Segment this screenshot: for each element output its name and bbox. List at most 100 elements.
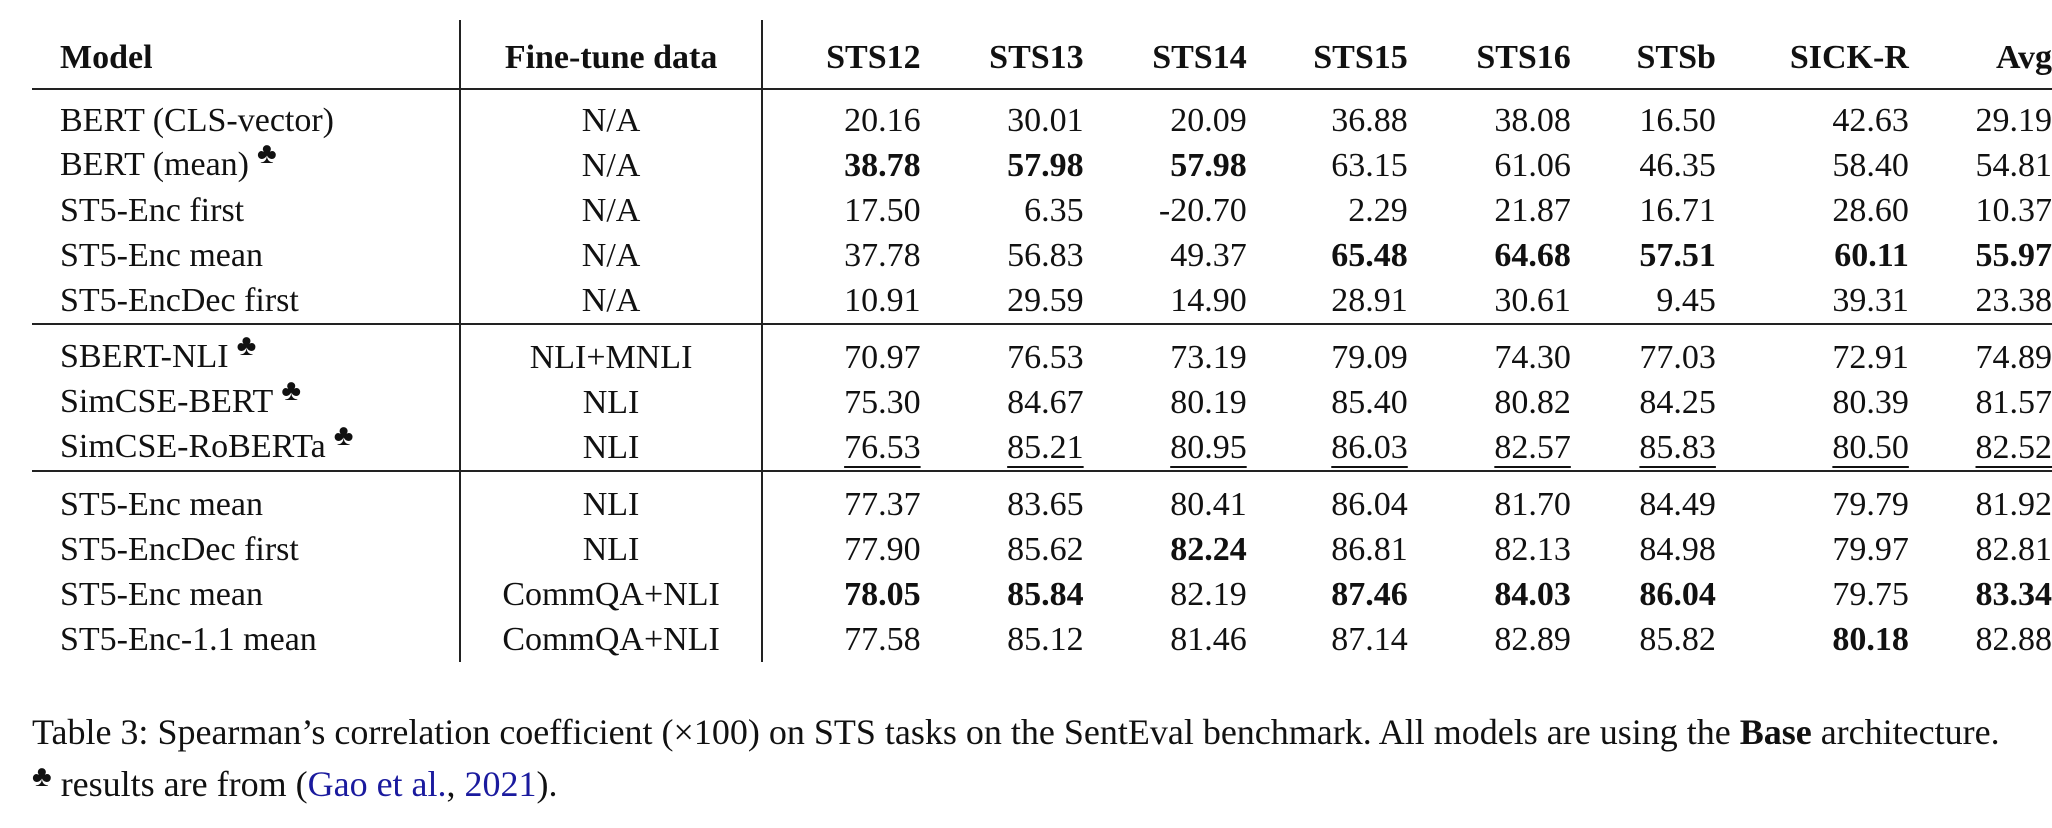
score-value: 81.57 [1975, 383, 2052, 421]
table-row: ST5-Enc mean NLI 77.37 83.65 80.41 86.04 81.70… [32, 471, 2052, 527]
score-value: 58.40 [1832, 146, 1909, 184]
score-cell-sts12: 38.78 [762, 143, 921, 188]
score-value: 74.30 [1494, 338, 1571, 376]
score-cell-sts12: 77.37 [762, 471, 921, 527]
score-value: 14.90 [1170, 281, 1247, 319]
score-cell-sts15: 85.40 [1247, 380, 1408, 425]
score-value: 57.51 [1639, 236, 1716, 274]
score-value: 82.89 [1494, 620, 1571, 658]
score-cell-sick-r: 79.97 [1716, 527, 1909, 572]
score-cell-sick-r: 60.11 [1716, 233, 1909, 278]
score-cell-sick-r: 72.91 [1716, 324, 1909, 380]
score-cell-sick-r: 79.75 [1716, 572, 1909, 617]
score-cell-avg: 81.57 [1909, 380, 2052, 425]
club-icon: ♣ [236, 329, 257, 362]
score-value: 80.19 [1170, 383, 1247, 421]
model-name: ST5-Enc-1.1 mean [60, 620, 317, 658]
model-cell: BERT (CLS-vector) [32, 89, 461, 143]
score-cell-sts15: 2.29 [1247, 188, 1408, 233]
score-cell-avg: 83.34 [1909, 572, 2052, 617]
score-value: 21.87 [1494, 191, 1571, 229]
results-table: Model Fine-tune data STS12 STS13 STS14 S… [32, 20, 2052, 662]
model-cell: ST5-Enc mean [32, 233, 461, 278]
fine-tune-data-cell: NLI [459, 425, 764, 472]
score-cell-sts16: 61.06 [1408, 143, 1571, 188]
score-cell-sts14: 82.24 [1084, 527, 1247, 572]
model-cell: ST5-Enc mean [32, 471, 461, 527]
score-cell-avg: 23.38 [1908, 278, 2052, 325]
score-value: 86.81 [1331, 530, 1408, 568]
score-value: 82.81 [1975, 530, 2052, 568]
score-value: 82.88 [1975, 620, 2052, 658]
score-value: 72.91 [1832, 338, 1909, 376]
score-cell-stsb: 84.25 [1571, 380, 1716, 425]
score-cell-sick-r: 58.40 [1716, 143, 1909, 188]
table-group: BERT (CLS-vector) N/A 20.16 30.01 20.09 36.88… [32, 89, 2052, 325]
score-value: 84.98 [1639, 530, 1716, 568]
model-cell: ST5-EncDec first [32, 527, 461, 572]
score-cell-sts12: 70.97 [762, 324, 921, 380]
score-value: 28.60 [1832, 191, 1909, 229]
caption-text: Table 3: Spearman’s correlation coeffici… [32, 712, 1740, 752]
score-value: 57.98 [1170, 146, 1247, 184]
score-cell-sts15: 79.09 [1247, 324, 1408, 380]
score-value: 77.37 [844, 485, 921, 523]
table-header-row: Model Fine-tune data STS12 STS13 STS14 S… [32, 20, 2052, 90]
citation-year-link[interactable]: 2021 [464, 764, 537, 804]
header-avg: Avg [1908, 20, 2052, 90]
score-value: 82.24 [1170, 530, 1247, 568]
score-cell-sts15: 86.81 [1247, 527, 1408, 572]
model-cell: SimCSE-BERT ♣ [32, 374, 461, 425]
table-row: SimCSE-BERT ♣ NLI 75.30 84.67 80.19 85.40 80.82… [32, 374, 2052, 425]
model-name: BERT (CLS-vector) [60, 101, 335, 139]
score-cell-sts14: 14.90 [1083, 278, 1247, 325]
score-value: 85.83 [1639, 428, 1716, 466]
fine-tune-data-cell: CommQA+NLI [459, 572, 764, 617]
score-cell-sts14: 81.46 [1084, 617, 1247, 662]
score-cell-sts16: 82.57 [1407, 425, 1571, 472]
score-cell-stsb: 16.71 [1571, 188, 1716, 233]
score-value: 84.49 [1639, 485, 1716, 523]
fine-tune-data-cell: N/A [459, 143, 764, 188]
score-value: 76.53 [1007, 338, 1084, 376]
score-cell-sick-r: 42.63 [1716, 89, 1909, 143]
score-cell-sts15: 36.88 [1247, 89, 1408, 143]
citation-author-link[interactable]: Gao et al. [307, 764, 447, 804]
score-value: 28.91 [1331, 281, 1408, 319]
score-value: 70.97 [844, 338, 921, 376]
model-cell: SBERT-NLI ♣ [32, 324, 461, 380]
caption-bold-base: Base [1739, 712, 1812, 752]
score-cell-sts13: 85.21 [920, 425, 1084, 472]
score-value: 38.08 [1494, 101, 1571, 139]
table-row: ST5-Enc-1.1 mean CommQA+NLI 77.58 85.12 81.4… [32, 617, 2052, 662]
score-value: 80.82 [1494, 383, 1571, 421]
score-cell-stsb: 86.04 [1571, 572, 1716, 617]
score-cell-sts16: 30.61 [1407, 278, 1571, 325]
score-cell-sts15: 65.48 [1247, 233, 1408, 278]
score-value: 80.39 [1832, 383, 1909, 421]
score-cell-sts15: 63.15 [1247, 143, 1408, 188]
fine-tune-data-cell: N/A [459, 233, 764, 278]
score-value: 10.91 [844, 281, 921, 319]
score-value: 84.25 [1639, 383, 1716, 421]
score-value: 84.67 [1007, 383, 1084, 421]
score-value: 82.57 [1494, 428, 1571, 466]
model-name: BERT (mean) [60, 146, 250, 183]
score-value: 81.70 [1494, 485, 1571, 523]
score-cell-sts12: 20.16 [762, 89, 921, 143]
score-value: 83.34 [1975, 575, 2052, 613]
header-stsb: STSb [1570, 20, 1716, 90]
score-value: 85.62 [1007, 530, 1084, 568]
club-icon: ♣ [333, 419, 354, 452]
score-cell-sick-r: 79.79 [1716, 471, 1909, 527]
score-cell-avg: 82.88 [1909, 617, 2052, 662]
score-cell-sts16: 74.30 [1408, 324, 1571, 380]
score-value: 80.41 [1170, 485, 1247, 523]
score-cell-stsb: 46.35 [1571, 143, 1716, 188]
fine-tune-data-cell: NLI [459, 471, 764, 527]
header-sts13: STS13 [920, 20, 1084, 90]
model-name: SimCSE-BERT [60, 383, 274, 420]
table-row: ST5-Enc mean N/A 37.78 56.83 49.37 65.48 64.68… [32, 233, 2052, 278]
score-value: 80.95 [1170, 428, 1247, 466]
score-cell-sts16: 21.87 [1408, 188, 1571, 233]
